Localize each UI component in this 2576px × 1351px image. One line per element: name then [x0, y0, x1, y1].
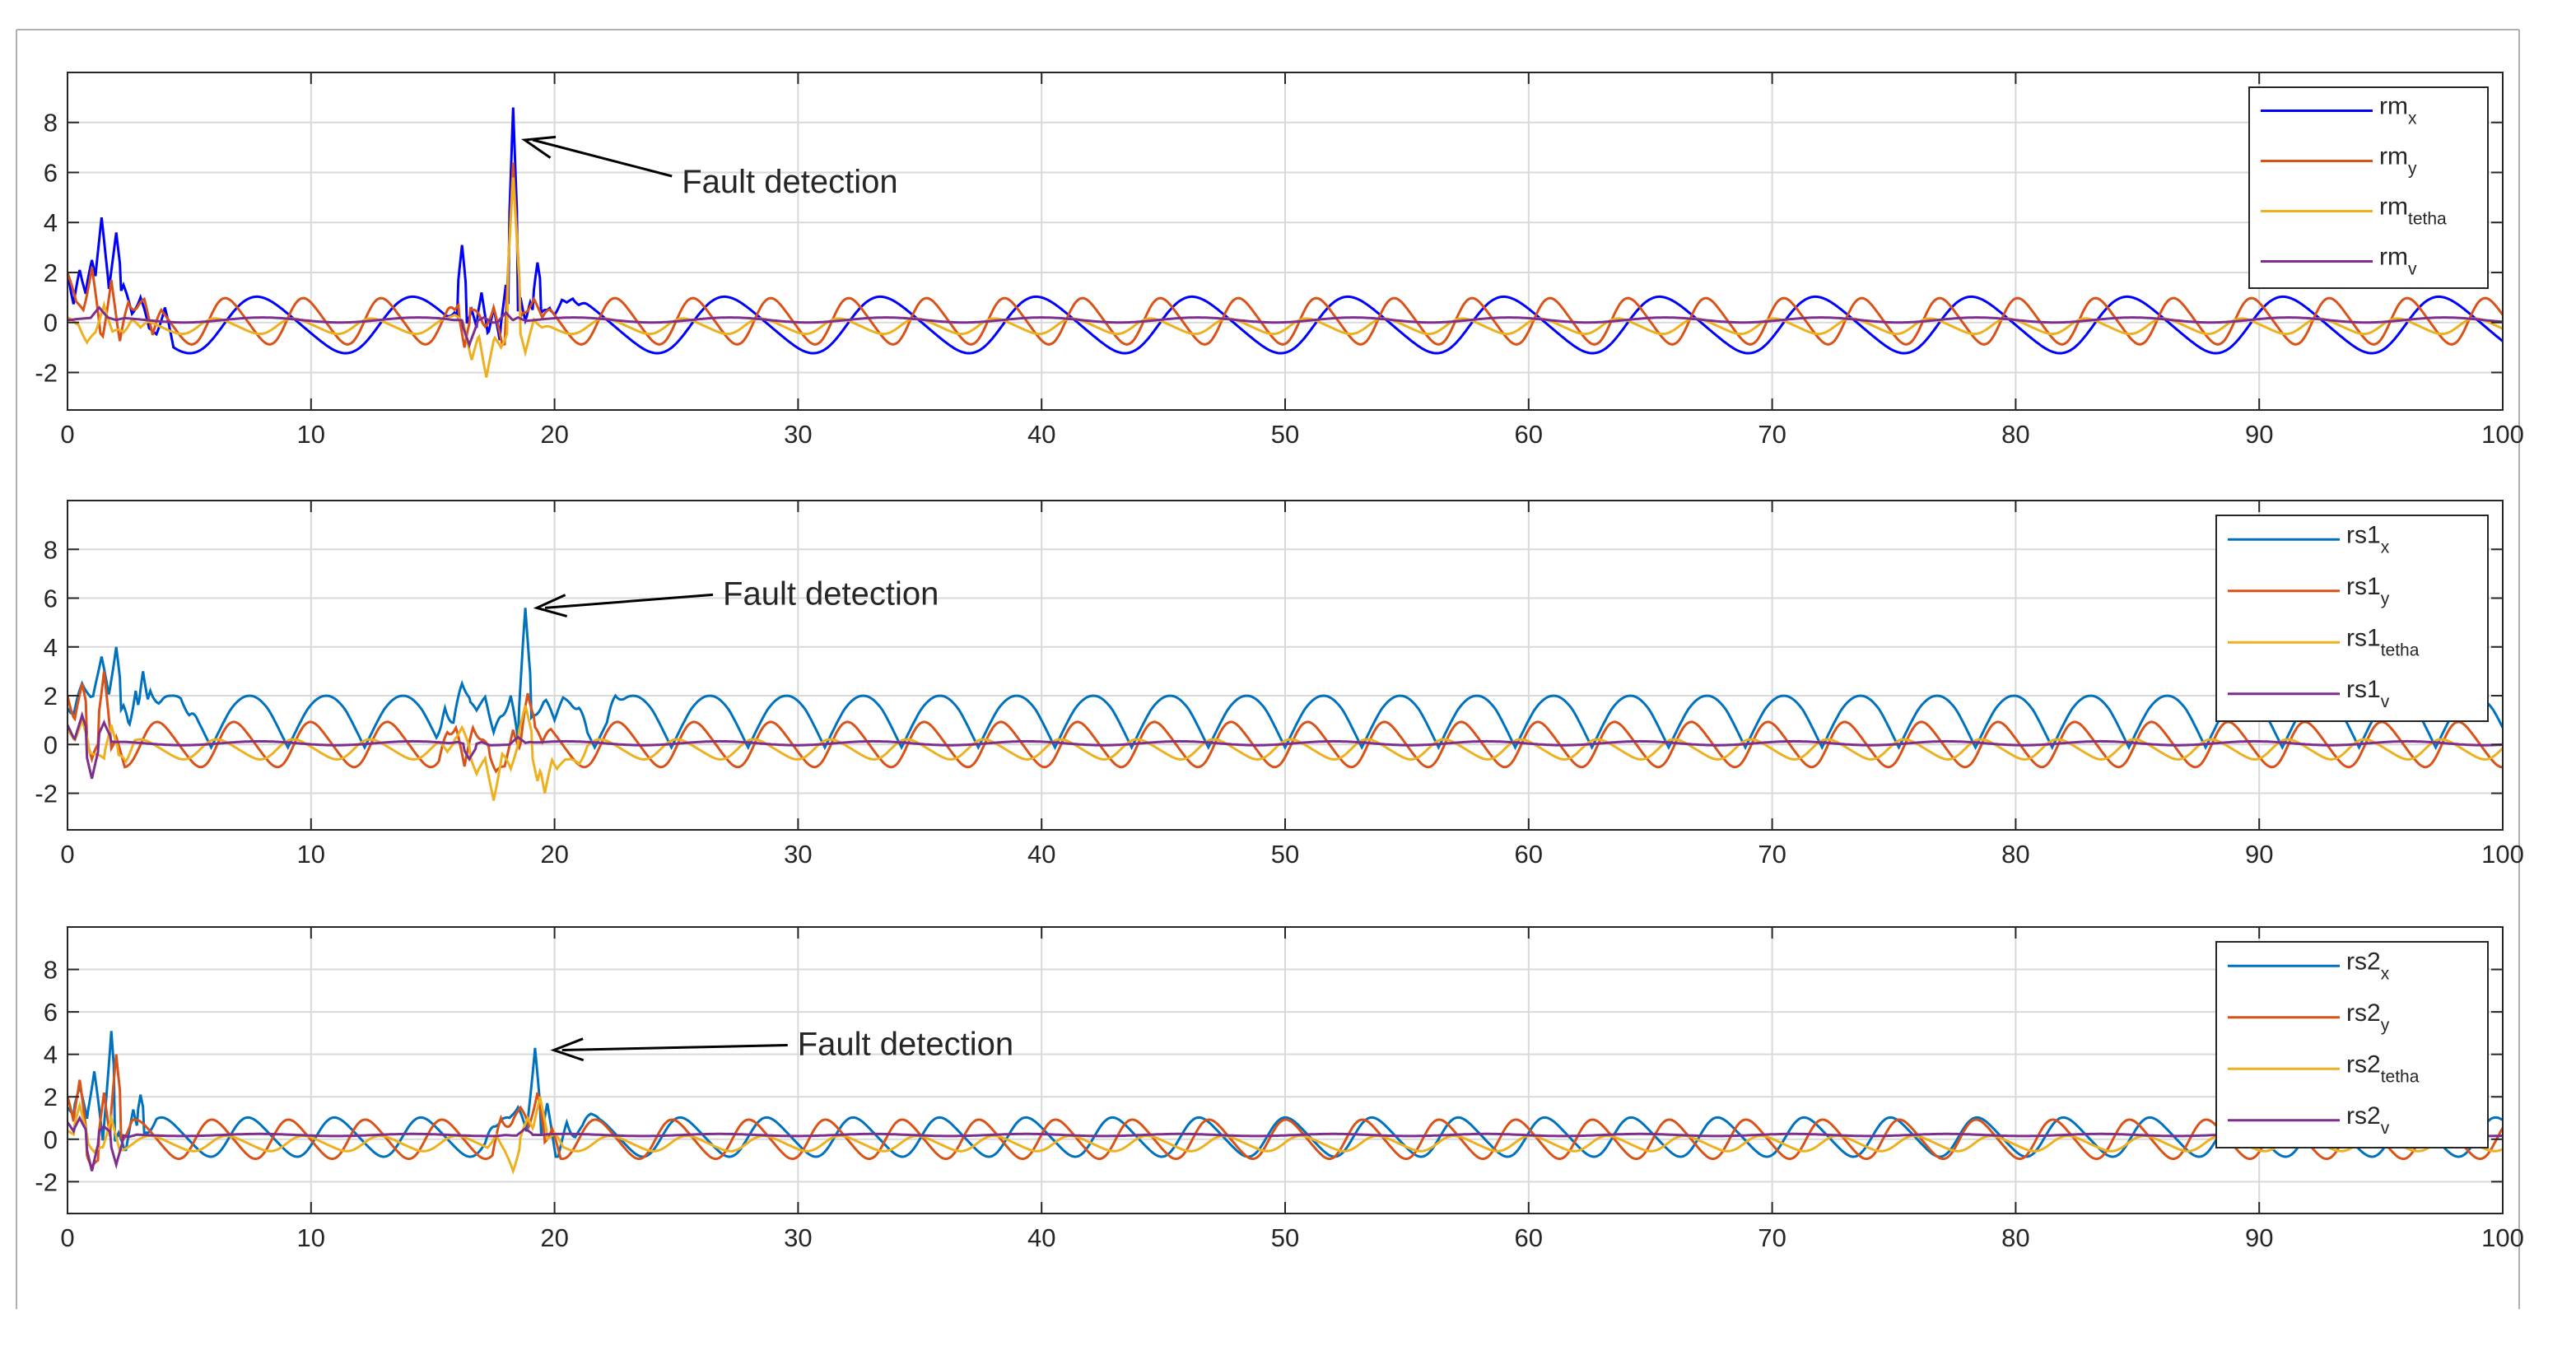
x-tick-label: 100	[2481, 1223, 2524, 1252]
annotation-arrow-head	[520, 135, 557, 159]
series-line-rs2-y	[68, 1054, 2503, 1170]
y-tick-label: 8	[44, 109, 58, 137]
y-tick-label: 6	[44, 998, 58, 1027]
y-tick-label: -2	[35, 358, 58, 387]
subplot-2: 0 10 20 30 40 50 60 70 80 90 100 -2 0 2 4 6 8 rs1xrs1yrs1…	[35, 500, 2524, 869]
y-tick-label: 8	[44, 535, 58, 564]
annotation-arrow-line	[544, 593, 714, 609]
x-tick-label: 90	[2245, 1223, 2273, 1252]
x-tick-label: 50	[1271, 420, 1299, 449]
series-line-rs1-v	[68, 710, 2503, 780]
y-tick-label: 4	[44, 208, 58, 237]
y-tick-label: 0	[44, 730, 58, 759]
y-tick-label: 0	[44, 1125, 58, 1154]
x-tick-label: 70	[1758, 1223, 1786, 1252]
x-tick-label: 80	[2001, 420, 2029, 449]
series-line-rs1-y	[68, 671, 2503, 774]
annotation-arrow-line	[532, 138, 673, 178]
legend-box	[2215, 515, 2489, 722]
annotation-arrow-line	[561, 1044, 788, 1052]
x-tick-label: 0	[60, 1223, 74, 1252]
y-tick-label: -2	[35, 780, 58, 808]
x-tick-label: 40	[1027, 420, 1055, 449]
y-tick-label: 6	[44, 158, 58, 187]
y-tick-label: 0	[44, 309, 58, 338]
x-tick-label: 80	[2001, 840, 2029, 869]
series-line-rs1-x	[68, 608, 2503, 751]
x-tick-label: 90	[2245, 420, 2273, 449]
y-tick-label: 2	[44, 682, 58, 710]
x-tick-label: 60	[1515, 420, 1543, 449]
series-line-rs1-tetha	[68, 705, 2503, 801]
x-tick-label: 0	[60, 420, 74, 449]
x-tick-label: 10	[297, 420, 325, 449]
x-tick-label: 20	[540, 420, 568, 449]
x-tick-label: 40	[1027, 840, 1055, 869]
x-tick-label: 30	[784, 420, 812, 449]
fault-annotation: Fault detection	[550, 1027, 1013, 1063]
y-tick-label: 2	[44, 1083, 58, 1111]
y-tick-label: 4	[44, 1041, 58, 1069]
legend-box	[2248, 86, 2489, 289]
y-tick-label: 2	[44, 259, 58, 287]
annotation-text: Fault detection	[723, 575, 939, 612]
x-tick-label: 0	[60, 840, 74, 869]
x-tick-label: 60	[1515, 1223, 1543, 1252]
series-line-rm-v	[68, 305, 2503, 349]
x-tick-label: 100	[2481, 420, 2524, 449]
x-tick-label: 20	[540, 840, 568, 869]
y-tick-label: 4	[44, 633, 58, 662]
x-tick-label: 10	[297, 840, 325, 869]
annotation-arrow-head	[533, 594, 568, 618]
x-tick-label: 60	[1515, 840, 1543, 869]
fault-annotation: Fault detection	[533, 575, 939, 618]
series-line-rm-y	[68, 162, 2503, 348]
x-tick-label: 50	[1271, 1223, 1299, 1252]
y-tick-label: -2	[35, 1167, 58, 1196]
x-tick-label: 50	[1271, 840, 1299, 869]
series-line-rm-tetha	[68, 177, 2503, 378]
x-tick-label: 20	[540, 1223, 568, 1252]
subplot-stack: 0 10 20 30 40 50 60 70 80 90 100-202468rmxrmyrmtet…	[35, 72, 2524, 1252]
annotation-arrow-head	[550, 1037, 585, 1062]
annotation-text: Fault detection	[682, 164, 897, 200]
x-tick-label: 10	[297, 1223, 325, 1252]
series-line-rs2-tetha	[68, 1096, 2503, 1175]
fault-annotation: Fault detection	[520, 135, 898, 200]
x-tick-label: 30	[784, 840, 812, 869]
x-tick-label: 100	[2481, 840, 2524, 869]
subplot-1: 0 10 20 30 40 50 60 70 80 90 100 -2 0 2 4 6 8 rmxrmyrmtet…	[35, 72, 2524, 449]
x-tick-label: 70	[1758, 420, 1786, 449]
annotation-text: Fault detection	[798, 1027, 1013, 1063]
x-tick-label: 90	[2245, 840, 2273, 869]
x-tick-label: 40	[1027, 1223, 1055, 1252]
x-tick-label: 70	[1758, 840, 1786, 869]
series-line-rs2-v	[68, 1115, 2503, 1172]
y-tick-label: 8	[44, 956, 58, 985]
legend-box	[2215, 941, 2489, 1148]
y-tick-label: 6	[44, 585, 58, 613]
x-tick-label: 80	[2001, 1223, 2029, 1252]
x-tick-label: 30	[784, 1223, 812, 1252]
